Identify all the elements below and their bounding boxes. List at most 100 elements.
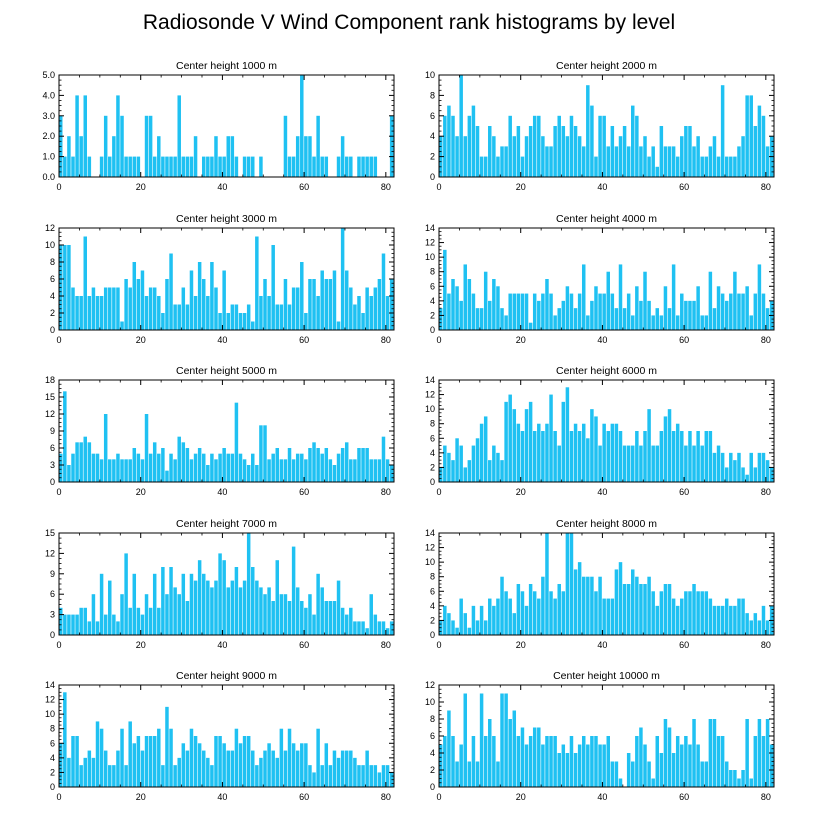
bar [569,293,574,330]
bar [712,308,717,330]
bar [447,710,451,787]
bar [651,778,655,787]
bar [112,459,116,482]
bar [659,753,664,787]
bar [635,576,639,635]
histogram-panel-1: Center height 1000 m 0.0 1.0 2.0 3.0 4.0 5.0 0 2… [42,60,395,192]
x-tick-label: 0 [436,335,441,345]
bar [295,453,300,482]
x-tick-label: 60 [299,487,309,497]
bar [667,146,672,177]
bar [279,594,284,635]
bar [753,467,758,482]
bar [684,300,688,330]
bar [524,744,529,787]
bar [675,423,680,482]
bar [524,293,529,330]
bar [675,156,680,177]
y-tick-label: 14 [45,680,55,690]
bar [639,584,643,635]
bar [353,621,357,635]
bar [287,156,292,177]
bar [704,761,709,787]
bar [353,304,357,330]
bar [528,736,533,787]
y-tick-label: 1.0 [42,152,55,162]
bar [275,448,280,482]
bar [71,614,75,635]
y-tick-label: 6 [430,433,435,443]
y-tick-label: 12 [425,390,435,400]
y-tick-label: 2 [430,462,435,472]
bar [639,445,643,482]
bar [508,293,512,330]
bar [598,744,602,787]
bar [189,728,194,787]
bar [210,587,214,635]
bar [251,750,255,787]
bar [675,736,680,787]
bar [671,431,676,482]
bar [279,728,284,787]
bar [606,598,610,635]
bar [201,750,206,787]
bar [753,126,758,177]
bar [369,296,373,330]
bar [373,287,378,330]
y-tick-label: 4.0 [42,90,55,100]
bar [667,727,672,787]
bar [492,279,496,330]
bar [353,757,357,787]
bar [516,293,521,330]
bar [675,605,680,635]
bar [181,573,186,635]
bar [120,594,124,635]
bar [132,156,137,177]
bar [230,453,235,482]
bar [251,321,255,330]
bar [308,279,312,330]
bar [549,394,553,482]
bar [300,743,304,787]
bar [712,452,717,482]
bar [344,614,349,635]
bar [688,126,692,177]
x-tick-label: 20 [136,335,146,345]
bar [136,736,141,787]
bar [71,156,75,177]
bar [177,436,181,482]
x-tick-label: 20 [516,640,526,650]
bar [614,308,619,330]
bar [173,459,177,482]
bar [210,156,214,177]
bar [316,448,320,482]
bar [214,287,218,330]
bar [696,136,700,177]
bar [152,442,157,482]
bar [79,607,83,635]
bar [520,727,525,787]
bar [753,293,758,330]
bar [291,459,296,482]
bar [193,136,198,177]
bar [185,448,190,482]
bar [573,126,578,177]
bar [618,562,623,635]
bar [181,156,186,177]
bar [684,445,688,482]
x-tick-label: 0 [56,792,61,802]
bar [263,279,267,330]
bar [161,765,165,787]
bar [659,126,664,177]
y-tick-label: 6 [430,281,435,291]
bar [651,591,655,635]
bar [516,584,521,635]
bar [214,136,218,177]
bar [606,431,610,482]
bar [242,313,247,330]
bar [663,286,668,330]
bar [684,591,688,635]
x-tick-label: 40 [597,792,607,802]
bar [108,580,112,635]
bar [508,598,512,635]
